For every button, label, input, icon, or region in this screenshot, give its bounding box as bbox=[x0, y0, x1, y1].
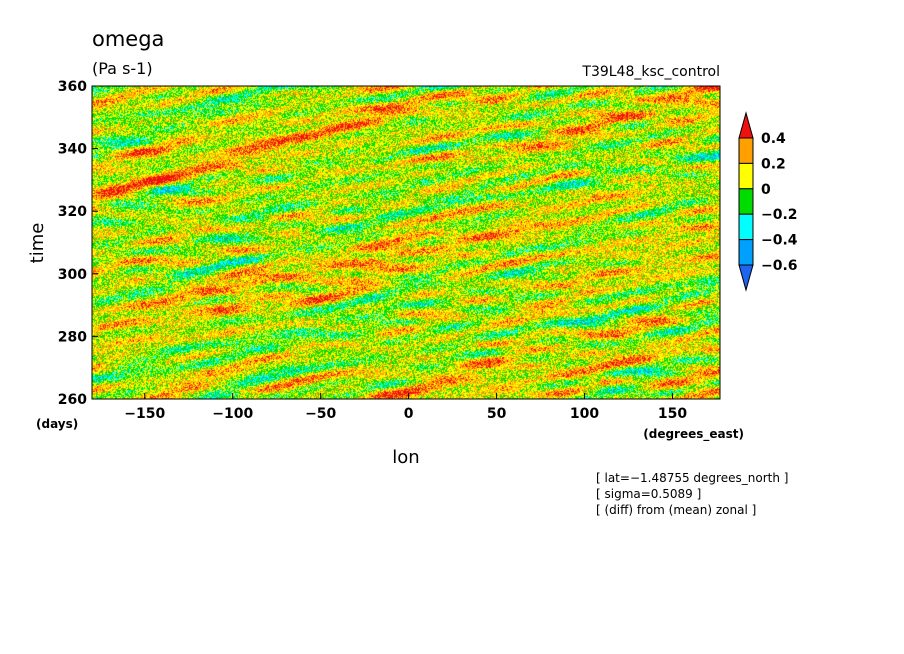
y-axis-label: time bbox=[27, 223, 48, 264]
annotation-latitude: [ lat=−1.48755 degrees_north ] bbox=[596, 471, 788, 485]
y-tick-label: 300 bbox=[58, 267, 87, 283]
x-tick-label: −150 bbox=[124, 406, 165, 422]
colorbar-tick-label: 0.4 bbox=[761, 131, 786, 147]
colorbar-band bbox=[738, 162, 754, 190]
colorbar-extend-min bbox=[738, 264, 754, 292]
x-tick-label: 0 bbox=[404, 406, 414, 422]
y-tick-label: 260 bbox=[58, 392, 87, 408]
omega-field bbox=[92, 86, 720, 399]
colorbar-band bbox=[738, 213, 754, 241]
colorbar-tick-label: 0 bbox=[761, 182, 771, 198]
y-axis-units: (days) bbox=[36, 417, 78, 431]
y-axis: 260 280 300 320 340 360 bbox=[58, 79, 98, 408]
colorbar: 0.4 0.2 0 −0.2 −0.4 −0.6 bbox=[738, 111, 798, 292]
x-tick-label: 100 bbox=[570, 406, 599, 422]
y-tick-label: 280 bbox=[58, 329, 87, 345]
chart-title: omega bbox=[92, 27, 164, 51]
x-axis: −150 −100 −50 0 50 100 150 bbox=[124, 393, 687, 422]
x-tick-label: −50 bbox=[305, 406, 336, 422]
y-tick-label: 320 bbox=[58, 204, 87, 220]
y-tick-label: 360 bbox=[58, 79, 87, 95]
colorbar-tick-label: −0.6 bbox=[761, 258, 798, 274]
plot-area bbox=[91, 85, 721, 400]
annotation-sigma: [ sigma=0.5089 ] bbox=[596, 487, 701, 501]
x-tick-label: 50 bbox=[487, 406, 507, 422]
colorbar-tick-label: −0.2 bbox=[761, 207, 798, 223]
colorbar-extend-max bbox=[738, 111, 754, 139]
x-tick-label: −100 bbox=[212, 406, 253, 422]
x-tick-label: 150 bbox=[658, 406, 687, 422]
colorbar-band bbox=[738, 188, 754, 215]
colorbar-band bbox=[738, 239, 754, 266]
x-axis-label: lon bbox=[392, 447, 419, 468]
y-tick-label: 340 bbox=[58, 142, 87, 158]
chart-units: (Pa s-1) bbox=[92, 59, 153, 78]
annotation-diff: [ (diff) from (mean) zonal ] bbox=[596, 503, 756, 517]
plot-frame bbox=[91, 85, 721, 400]
run-label: T39L48_ksc_control bbox=[581, 64, 720, 80]
colorbar-tick-label: 0.2 bbox=[761, 156, 786, 172]
colorbar-tick-label: −0.4 bbox=[761, 233, 798, 249]
x-axis-units: (degrees_east) bbox=[643, 427, 744, 442]
colorbar-band bbox=[738, 137, 754, 164]
